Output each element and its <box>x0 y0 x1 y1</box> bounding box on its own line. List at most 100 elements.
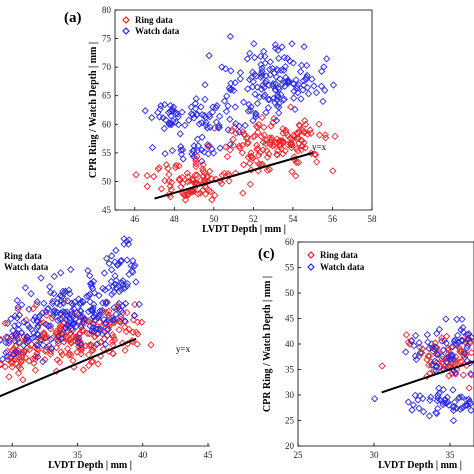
panel-c-ring-point <box>442 332 451 341</box>
panel-a-ring-point <box>273 135 281 143</box>
panel-b-watch-point <box>112 246 120 255</box>
panel-a-watch-point <box>203 124 211 132</box>
panel-a-watch-point <box>281 62 289 71</box>
panel-b-watch-point <box>49 297 57 306</box>
panel-a-watch-point <box>172 118 180 126</box>
panel-b-watch-point <box>100 315 108 324</box>
panel-a-ring-point <box>243 140 252 148</box>
panel-c-watch-point <box>433 350 441 358</box>
panel-a-ring-point <box>247 166 255 174</box>
panel-b-ring-point <box>41 334 49 342</box>
panel-b-ring-point <box>46 350 55 358</box>
panel-a-ring-point <box>295 127 304 136</box>
panel-a-x-tick-label: 52 <box>249 214 258 224</box>
panel-a-watch-point <box>205 51 213 60</box>
panel-a-watch-point <box>226 86 234 94</box>
panel-a-ring-point <box>295 122 304 130</box>
panel-b-ring-point <box>83 329 91 338</box>
panel-c-x-ticks: 25 30 35 <box>294 443 456 460</box>
panel-a-ring-point <box>282 129 290 137</box>
panel-b-ring-point <box>129 328 137 336</box>
panel-a-watch-point <box>300 43 308 51</box>
panel-c-watch-point <box>452 404 461 412</box>
panel-b-ring-point <box>75 330 84 339</box>
panel-a-watch-point <box>172 109 180 117</box>
panel-a-reference-annotation: y=x <box>312 142 327 152</box>
panel-b-watch-point <box>2 349 10 357</box>
panel-a-watch-point <box>206 113 214 121</box>
panel-b-watch-point <box>115 299 123 308</box>
panel-b-ring-point <box>33 349 41 358</box>
panel-a-ring-point <box>207 188 215 196</box>
panel-a-watch-point <box>148 113 156 122</box>
panel-a-watch-point <box>195 120 204 128</box>
panel-b-watch-point <box>10 337 19 345</box>
panel-c-watch-point <box>424 338 432 346</box>
panel-a-ring-point <box>265 150 273 158</box>
panel-b-watch-point <box>86 272 94 280</box>
panel-b-watch-point <box>89 284 97 293</box>
panel-b-watch-point <box>72 322 80 331</box>
panel-b-watch-point <box>33 330 41 338</box>
panel-c-watch-point <box>458 337 466 345</box>
panel-b-ring-point <box>115 326 123 334</box>
panel-b-watch-point <box>94 325 102 333</box>
panel-a-ring-point <box>293 144 301 153</box>
panel-a-ring-point <box>175 176 183 184</box>
panel-a-watch-point <box>169 103 178 111</box>
panel-a-x-axis-title: LVDT Depth | mm | <box>202 224 286 235</box>
panel-b-ring-point <box>109 349 117 358</box>
panel-a-marks <box>132 32 339 204</box>
panel-a-watch-point <box>264 104 273 112</box>
panel-b-watch-point <box>68 299 76 307</box>
panel-b-ring-point <box>56 323 64 331</box>
panel-a-ring-point <box>257 132 265 141</box>
panel-a-ring-point <box>262 140 270 148</box>
panel-b-x-tick-label: 30 <box>8 450 18 460</box>
panel-c-watch-point <box>467 406 474 414</box>
panel-a-watch-point <box>252 109 260 118</box>
panel-a-watch-point <box>317 82 326 90</box>
panel-a-watch-point <box>200 148 208 156</box>
panel-c-y-tick-label: 55 <box>285 263 295 273</box>
panel-b-watch-point <box>24 321 32 329</box>
panel-a-ring-point <box>254 128 262 136</box>
panel-b-watch-point <box>9 326 17 335</box>
panel-a-ring-point <box>176 175 184 183</box>
panel-b-watch-point <box>92 340 101 349</box>
panel-c-watch-point <box>463 342 472 350</box>
panel-a-ring-point <box>196 176 205 184</box>
panel-a-ring-point <box>287 103 295 111</box>
panel-a-watch-point <box>252 110 260 119</box>
panel-b-watch-point <box>108 290 116 298</box>
panel-b-watch-point <box>95 291 103 300</box>
panel-a-watch-point <box>213 102 221 110</box>
panel-b-marks <box>0 235 155 384</box>
panel-c-legend-watch-label: Watch data <box>320 262 365 272</box>
panel-b-ring-point <box>67 351 75 359</box>
panel-b-watch-point <box>23 333 31 342</box>
panel-a-watch-point <box>174 120 183 129</box>
panel-b-watch-point <box>53 299 61 308</box>
panel-b-ring-point <box>85 361 93 370</box>
panel-c-watch-point <box>416 349 424 357</box>
panel-b-ring-point <box>33 345 41 353</box>
panel-b-ring-point <box>63 345 72 353</box>
panel-b-ring-point <box>0 360 5 369</box>
panel-b-watch-point <box>107 266 116 274</box>
panel-b-watch-point <box>58 292 67 301</box>
panel-a-ring-point <box>268 142 277 150</box>
panel-b-watch-point <box>65 286 73 294</box>
panel-a-ring-point <box>313 158 321 166</box>
panel-a-ring-point <box>276 142 284 151</box>
panel-a-legend-ring-marker <box>122 16 130 24</box>
panel-a-watch-point <box>197 103 205 111</box>
panel-c-x-tick-label: 35 <box>446 450 456 460</box>
panel-b-watch-point <box>98 306 106 315</box>
panel-c-watch-point <box>419 408 428 416</box>
panel-a-ring-point <box>258 113 266 122</box>
panel-c-watch-point <box>442 315 450 323</box>
panel-c-watch-point <box>425 344 433 353</box>
panel-a-ring-point <box>206 167 214 175</box>
panel-b-ring-point <box>57 348 65 356</box>
